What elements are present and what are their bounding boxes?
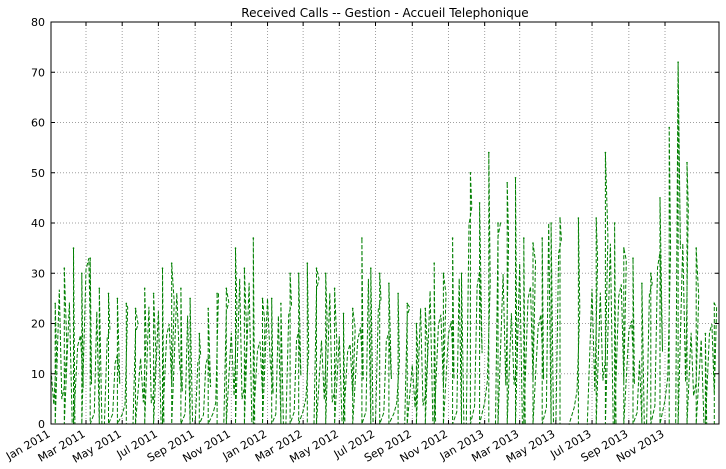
data-point	[261, 297, 264, 300]
y-tick-label: 0	[38, 418, 45, 431]
data-point	[54, 302, 56, 305]
y-tick-label: 70	[31, 66, 45, 79]
data-point	[189, 297, 191, 300]
data-point	[488, 151, 490, 154]
data-point	[180, 287, 182, 290]
data-point	[523, 237, 525, 239]
y-tick-label: 80	[31, 16, 45, 29]
y-tick-label: 30	[31, 267, 45, 280]
data-point	[451, 237, 454, 239]
data-point	[713, 302, 716, 305]
data-point	[704, 332, 707, 335]
data-point	[116, 297, 119, 300]
data-point	[478, 202, 481, 204]
data-point	[677, 61, 679, 63]
data-point	[695, 247, 697, 249]
data-point	[315, 267, 318, 270]
data-point	[243, 267, 246, 270]
data-point	[342, 312, 345, 315]
data-point	[289, 272, 291, 275]
data-point	[107, 292, 110, 295]
data-point	[442, 272, 445, 275]
data-point	[89, 257, 91, 260]
data-point	[613, 222, 616, 224]
data-point	[686, 161, 688, 164]
data-point	[225, 287, 228, 290]
data-point	[252, 237, 255, 239]
data-point	[604, 151, 607, 154]
y-tick-label: 50	[31, 167, 45, 180]
data-point	[361, 237, 363, 239]
data-point	[595, 217, 597, 219]
data-point	[550, 222, 552, 224]
data-point	[198, 332, 201, 335]
data-point	[623, 247, 625, 249]
data-point	[270, 297, 273, 300]
data-point	[388, 282, 390, 285]
data-point	[63, 267, 66, 270]
data-point	[207, 307, 209, 310]
y-axis: 0 10 20 30 40 50 60 70 80	[31, 16, 719, 431]
data-point	[577, 217, 580, 219]
data-point	[98, 287, 101, 290]
series-line-0	[50, 62, 718, 425]
data-point	[378, 272, 381, 275]
data-point	[234, 247, 237, 249]
data-point	[152, 292, 155, 295]
data-point	[469, 172, 472, 174]
chart-title: Received Calls -- Gestion - Accueil Tele…	[241, 6, 528, 20]
data-point	[216, 292, 218, 295]
data-point	[541, 237, 543, 239]
data-point	[280, 302, 282, 305]
data-point	[134, 307, 137, 310]
data-point	[306, 262, 309, 265]
data-point	[506, 182, 509, 184]
data-point	[81, 272, 83, 275]
data-point	[351, 307, 354, 310]
data-point	[161, 267, 164, 270]
data-point	[424, 307, 427, 310]
data-point	[433, 262, 436, 265]
data-point	[170, 262, 173, 265]
y-tick-label: 60	[31, 117, 45, 130]
data-point	[641, 282, 643, 285]
data-point	[397, 292, 399, 295]
data-point	[668, 126, 670, 129]
data-point	[72, 247, 75, 249]
data-point	[559, 217, 561, 219]
y-tick-label: 10	[31, 368, 45, 381]
data-point	[370, 267, 372, 270]
data-point	[406, 302, 409, 305]
data-point	[333, 287, 336, 290]
data-point	[297, 272, 300, 275]
data-point	[415, 322, 418, 325]
data-point	[460, 272, 463, 275]
data-point	[324, 272, 327, 275]
data-point	[125, 302, 128, 305]
data-point	[497, 222, 499, 224]
series-layer	[50, 61, 718, 425]
data-point	[143, 287, 146, 290]
data-point	[532, 242, 534, 244]
data-point	[632, 257, 634, 260]
data-point	[514, 177, 517, 179]
y-tick-label: 40	[31, 217, 45, 230]
data-point	[650, 272, 652, 275]
data-point	[659, 197, 661, 199]
y-tick-label: 20	[31, 318, 45, 331]
grid-lines	[51, 22, 719, 424]
